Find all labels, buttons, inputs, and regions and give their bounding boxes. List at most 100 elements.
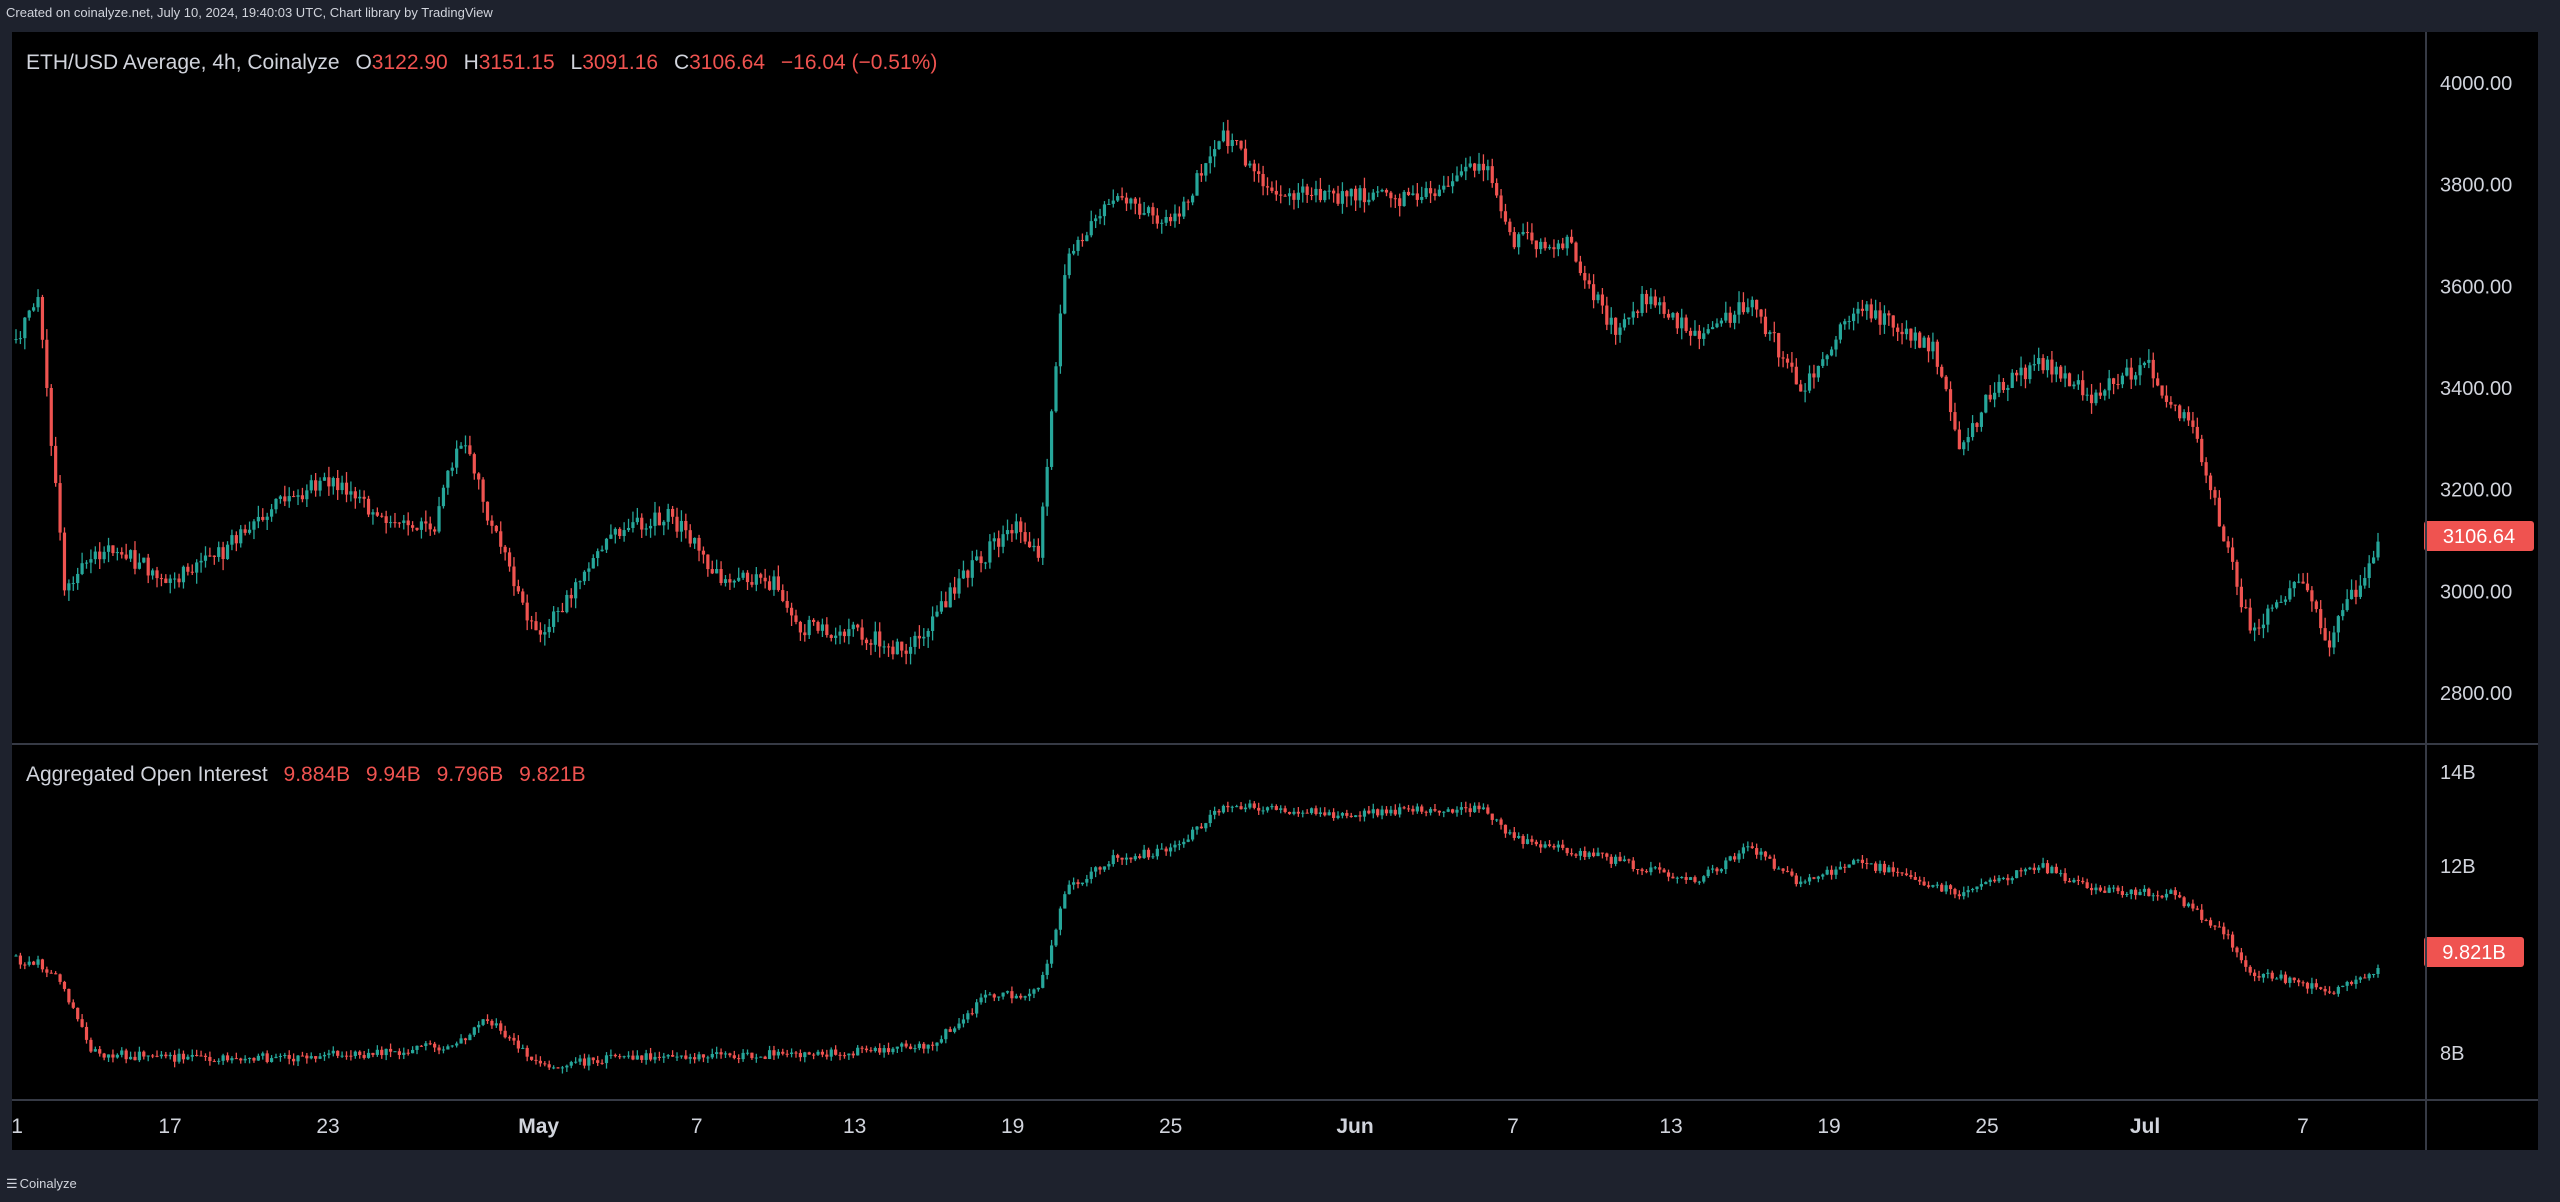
oi-candle-body: [424, 1043, 428, 1047]
price-close-value: 3106.64: [689, 51, 765, 74]
price-candle-body: [1847, 321, 1851, 323]
price-candle-body: [2226, 541, 2230, 548]
oi-candle-body: [939, 1039, 944, 1043]
price-candle-body: [155, 570, 159, 579]
oi-candle-body: [1530, 839, 1534, 842]
oi-candle-body: [1111, 855, 1115, 865]
oi-candle-body: [1411, 808, 1415, 812]
price-candle-body: [441, 487, 446, 507]
oi-candle-body: [1904, 873, 1909, 876]
oi-candle-body: [1301, 812, 1305, 814]
credit-bar: Created on coinalyze.net, July 10, 2024,…: [0, 0, 2560, 24]
oi-candle-body: [988, 994, 992, 996]
oi-low-value: 9.796B: [437, 763, 504, 786]
oi-candle-body: [2085, 882, 2089, 889]
oi-candle-body: [2050, 866, 2054, 874]
price-candle-body: [1499, 195, 1503, 212]
price-candle-body: [1790, 362, 1794, 367]
price-candle-body: [1807, 373, 1812, 391]
oi-candle-body: [1706, 869, 1710, 877]
oi-candle-body: [1887, 867, 1891, 873]
price-candle-body: [1675, 313, 1679, 329]
price-candle-body: [1001, 534, 1005, 547]
oi-candle-body: [494, 1023, 498, 1026]
price-candle-body: [2032, 364, 2036, 366]
price-candle-body: [2067, 373, 2072, 387]
price-candle-body: [1785, 358, 1790, 363]
price-candle-body: [1503, 211, 1508, 222]
x-tick-label: 7: [691, 1115, 703, 1138]
oi-candle-body: [2054, 866, 2058, 874]
price-candle-body: [2319, 609, 2323, 629]
price-candle-body: [2200, 438, 2204, 463]
oi-candle-body: [1935, 884, 1939, 886]
oi-candle-body: [745, 1052, 750, 1054]
price-candle-body: [428, 523, 432, 530]
price-candle-body: [1032, 545, 1036, 548]
time-axis[interactable]: 11 17 23 May 7 13 19 25 Jun 7 13 19 25 Jul 7: [1, 1115, 2309, 1138]
oi-candle-body: [1896, 871, 1900, 873]
price-candles: [14, 119, 2380, 665]
price-candle-body: [247, 529, 252, 533]
x-tick-label: 19: [1001, 1115, 1024, 1138]
oi-candle-body: [1490, 813, 1494, 820]
price-candle-body: [1759, 309, 1763, 317]
price-candle-body: [1120, 196, 1124, 198]
oi-candle-body: [767, 1050, 772, 1059]
chart-canvas[interactable]: 4000.00 3800.00 3600.00 3400.00 3200.00 3000.…: [1, 32, 2538, 1150]
price-candle-body: [1019, 521, 1023, 533]
price-candle-body: [582, 571, 587, 582]
price-candle-body: [2327, 640, 2332, 648]
oi-candle-body: [1124, 857, 1129, 860]
price-candle-body: [2376, 541, 2380, 558]
footer-logo-text: Coinalyze: [19, 1176, 77, 1191]
price-candle-body: [40, 297, 45, 340]
oi-candle-body: [1521, 835, 1525, 844]
oi-close-value: 9.821B: [519, 763, 586, 786]
price-candle-body: [62, 532, 67, 591]
price-candle-body: [322, 477, 327, 481]
oi-candle-body: [2244, 960, 2248, 967]
oi-candle-body: [547, 1064, 551, 1068]
price-candle-body: [1442, 185, 1446, 190]
price-candle-body: [975, 556, 979, 561]
oi-candle-body: [596, 1060, 600, 1063]
oi-candle-body: [1728, 856, 1732, 861]
oi-candle-body: [2063, 873, 2067, 881]
price-candle-body: [76, 573, 80, 584]
oi-candle-body: [2067, 880, 2072, 883]
price-candle-body: [415, 527, 419, 530]
oi-candle-body: [278, 1055, 283, 1057]
price-candle-body: [402, 520, 406, 523]
price-candle-body: [816, 621, 820, 631]
price-candle-body: [36, 297, 40, 308]
oi-candle-body: [1362, 810, 1367, 817]
price-candle-body: [1146, 207, 1151, 214]
coinalyze-logo[interactable]: ☰ Coinalyze: [6, 1176, 77, 1192]
price-candle-body: [217, 547, 221, 557]
x-tick-label: 25: [1159, 1115, 1182, 1138]
price-candle-body: [433, 529, 437, 532]
oi-candle-body: [552, 1067, 556, 1069]
price-candle-body: [653, 512, 657, 526]
price-y-tick: 3200.00: [2440, 480, 2512, 502]
oi-candle-body: [190, 1054, 194, 1057]
oi-candle-body: [1332, 812, 1336, 818]
oi-candle-body: [578, 1058, 582, 1062]
price-candle-body: [1768, 332, 1772, 335]
oi-candle-body: [1693, 877, 1697, 882]
price-candle-body: [917, 635, 921, 639]
oi-candle-body: [701, 1054, 706, 1058]
price-candle-body: [199, 560, 203, 563]
price-candle-body: [1552, 247, 1556, 250]
price-candle-body: [1565, 236, 1569, 249]
price-candle-body: [1027, 541, 1032, 548]
oi-candle-body: [2195, 908, 2199, 910]
oi-candle-body: [362, 1055, 366, 1058]
oi-candle-body: [1415, 806, 1419, 812]
price-candle-body: [2023, 367, 2028, 380]
price-candle-body: [1217, 141, 1221, 150]
oi-candle-body: [2015, 870, 2019, 879]
oi-candle-body: [1763, 851, 1768, 857]
price-candle-body: [1953, 412, 1957, 430]
